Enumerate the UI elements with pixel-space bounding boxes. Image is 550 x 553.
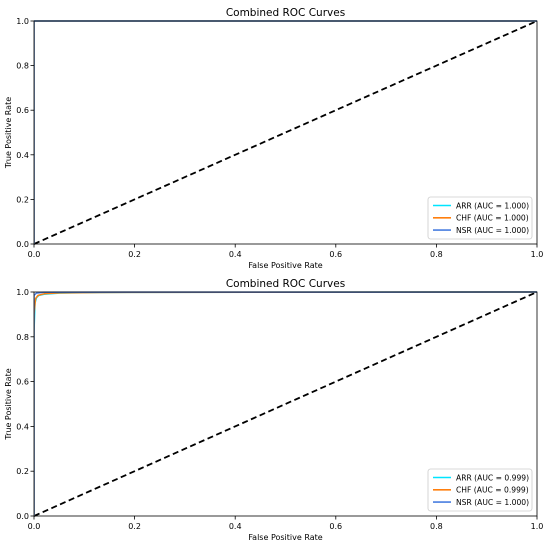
bottom-xtick-label: 0.2 [128,522,141,531]
bottom-ytick-label: 0.8 [16,333,29,342]
bottom-chart: Combined ROC Curves 0.0 0.2 0.4 0.6 0.8 1.0 0.0… [4,278,543,542]
top-axes-frame [33,20,538,245]
bottom-ytick-label: 0.6 [16,378,29,387]
bottom-ytick-label: 0.2 [16,467,29,476]
top-ytick-label: 0.0 [16,240,29,249]
bottom-legend-entry: CHF (AUC = 0.999) [456,486,529,495]
top-xtick-label: 0.4 [229,250,242,259]
bottom-xtick-label: 0.8 [430,522,443,531]
bottom-xtick-label: 0.6 [329,522,342,531]
top-xtick-label: 1.0 [531,250,544,259]
bottom-ytick-label: 0.0 [16,512,29,521]
top-legend-entry: ARR (AUC = 1.000) [456,201,529,210]
top-legend-entry: CHF (AUC = 1.000) [456,214,529,223]
top-legend-entry: NSR (AUC = 1.000) [456,226,529,235]
top-ytick-label: 1.0 [16,17,29,26]
top-chart-title: Combined ROC Curves [226,7,345,19]
bottom-y-axis-label: True Positive Rate [4,368,13,440]
bottom-legend: ARR (AUC = 0.999) CHF (AUC = 0.999) NSR (A… [427,468,533,512]
top-ytick-label: 0.8 [16,62,29,71]
top-xtick-label: 0.0 [28,250,41,259]
bottom-axes-frame [33,291,538,517]
bottom-ytick-label: 0.4 [16,422,29,431]
top-ytick-label: 0.6 [16,106,29,115]
top-ytick-label: 0.4 [16,151,29,160]
bottom-xtick-label: 0.4 [229,522,242,531]
top-chance-line [34,20,538,245]
top-xtick-label: 0.2 [128,250,141,259]
bottom-xtick-label: 1.0 [531,522,544,531]
top-x-axis-label: False Positive Rate [248,261,322,270]
top-y-axis-label: True Positive Rate [4,97,13,169]
bottom-chart-title: Combined ROC Curves [226,278,345,290]
top-xtick-label: 0.6 [329,250,342,259]
bottom-legend-entry: ARR (AUC = 0.999) [456,473,529,482]
bottom-legend-box [427,468,533,512]
bottom-chance-line [34,291,538,517]
top-ytick-label: 0.2 [16,195,29,204]
bottom-x-axis-label: False Positive Rate [248,533,322,542]
top-chart: Combined ROC Curves 0.0 0.2 0.4 0.6 0.8 1.0 0.0… [4,7,543,270]
bottom-ytick-label: 1.0 [16,288,29,297]
bottom-xtick-label: 0.0 [28,522,41,531]
top-xtick-label: 0.8 [430,250,443,259]
top-legend: ARR (AUC = 1.000) CHF (AUC = 1.000) NSR (A… [427,196,533,240]
bottom-legend-entry: NSR (AUC = 1.000) [456,498,529,507]
top-legend-box [427,196,533,240]
